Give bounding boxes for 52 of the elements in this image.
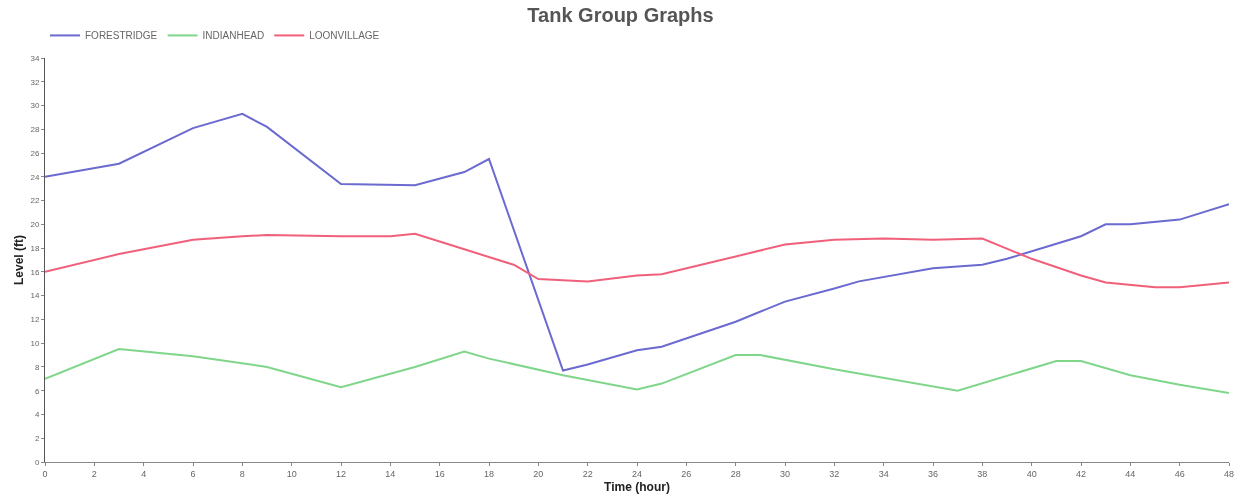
x-tick-label: 44 [1125,468,1136,479]
y-tick-label: 6 [34,386,40,396]
line-series [45,348,1229,395]
y-tick-label: 16 [30,267,40,277]
y-tick-label: 8 [34,362,40,372]
x-tick-label: 32 [829,468,840,479]
x-tick-label: 20 [533,468,544,479]
legend-label: INDIANHEAD [202,30,265,42]
y-tick-label: 12 [30,315,40,325]
x-tick-label: 22 [582,468,593,479]
y-tick-label: 0 [34,457,40,467]
y-tick-label: 10 [30,338,40,348]
y-tick-label: 4 [34,410,40,420]
legend-label: FORESTRIDGE [85,30,158,42]
x-tick-label: 16 [434,468,445,479]
y-axis-title: Level (ft) [11,234,26,286]
y-tick-label: 22 [30,196,40,206]
x-tick-label: 18 [483,468,495,479]
y-tick-label: 32 [30,77,40,87]
y-tick-label: 18 [30,243,40,253]
line-series [45,232,1229,289]
x-tick-label: 28 [730,468,741,479]
x-tick-label: 34 [878,468,889,479]
line-series [45,112,1229,372]
x-tick-label: 42 [1075,468,1087,479]
y-tick-label: 34 [30,53,40,63]
chart-title: Tank Group Graphs [527,3,714,26]
y-tick-label: 24 [30,172,40,182]
y-tick-label: 2 [34,434,40,444]
x-tick-label: 10 [286,468,297,479]
y-tick-label: 26 [30,148,40,158]
y-tick-label: 20 [30,220,40,230]
x-tick-label: 0 [42,468,48,479]
x-tick-label: 38 [977,468,988,479]
x-tick-label: 48 [1223,468,1235,479]
x-tick-label: 8 [239,468,245,479]
x-tick-label: 30 [779,468,791,479]
x-tick-label: 6 [190,468,196,479]
x-tick-label: 26 [681,468,692,479]
x-tick-label: 4 [141,468,147,479]
x-tick-label: 40 [1026,468,1037,479]
x-tick-label: 46 [1174,468,1185,479]
x-axis-title: Time (hour) [604,479,670,494]
y-tick-label: 30 [30,101,40,111]
x-tick-label: 24 [631,468,643,479]
legend-label: LOONVILLAGE [309,30,380,42]
x-tick-label: 36 [927,468,939,479]
y-tick-label: 28 [30,125,40,135]
x-tick-label: 12 [335,468,347,479]
x-tick-label: 2 [91,468,97,479]
y-tick-label: 14 [30,291,40,301]
x-tick-label: 14 [385,468,396,479]
